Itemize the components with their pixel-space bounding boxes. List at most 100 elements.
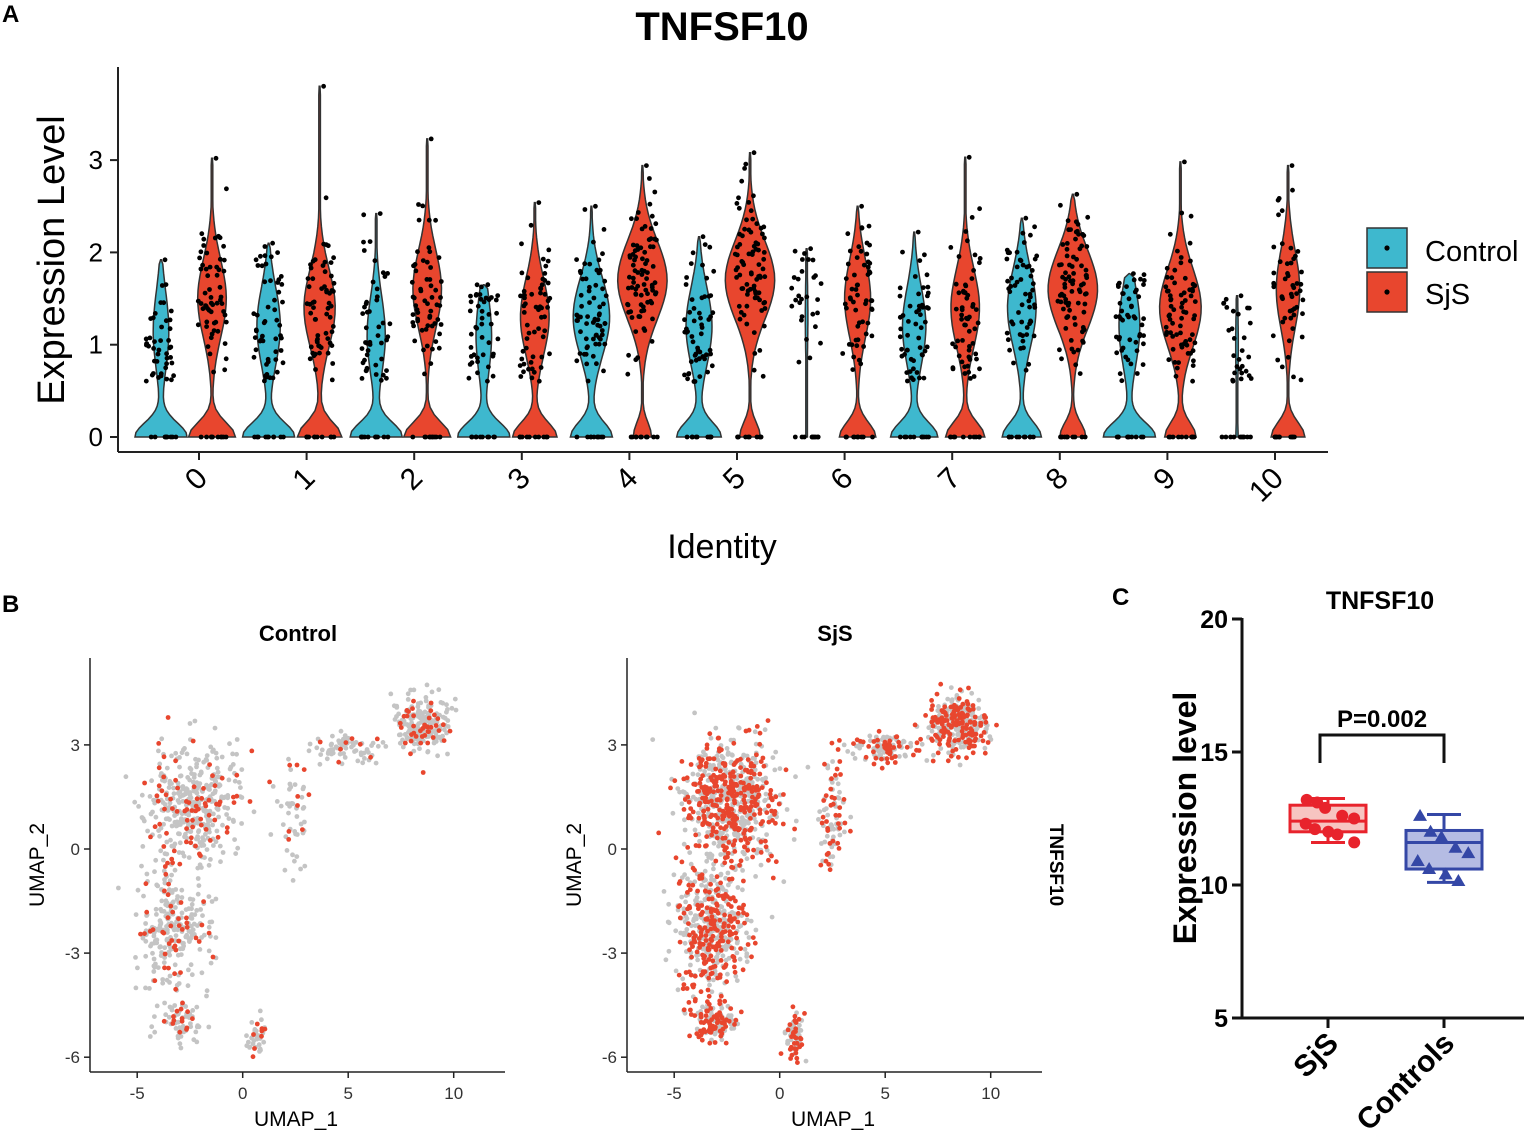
panel-label-a: A <box>2 1 19 28</box>
umap-point-low <box>736 725 741 730</box>
violin-point <box>384 368 389 373</box>
violin-point <box>1178 323 1183 329</box>
umap-point-low <box>339 739 344 745</box>
violin-point <box>625 301 630 307</box>
umap-point-high <box>875 737 880 743</box>
violin-point <box>251 354 257 360</box>
violin-point <box>428 136 434 142</box>
umap-point-high <box>742 920 747 926</box>
umap-point-low <box>318 752 324 757</box>
violin-point <box>1139 322 1145 328</box>
violin-point <box>966 354 972 360</box>
umap-point-high <box>749 789 755 794</box>
violin-point <box>737 316 743 322</box>
umap-point-low <box>720 953 726 959</box>
umap-point-low <box>306 748 312 754</box>
violin-point <box>1163 324 1169 330</box>
umap-point-low <box>195 876 201 881</box>
umap-point-high <box>791 1041 797 1046</box>
violin-point <box>1168 303 1174 309</box>
umap-point-high <box>885 760 891 766</box>
umap-point-low <box>181 853 187 859</box>
violin-point <box>1167 317 1173 322</box>
umap-point-low <box>167 817 172 822</box>
violin-point <box>633 434 639 440</box>
umap-point-high <box>730 865 736 870</box>
umap-point-high <box>823 793 829 798</box>
violin-point <box>1138 276 1143 282</box>
umap-point-high <box>425 724 431 730</box>
violin-point <box>746 200 752 205</box>
violin-point <box>1068 227 1073 233</box>
umap-point-high <box>690 809 696 815</box>
umap-point-low <box>936 704 941 709</box>
violin-point <box>146 343 152 349</box>
umap-point-low <box>187 792 193 798</box>
umap-point-high <box>733 930 739 936</box>
umap-point-low <box>841 742 847 748</box>
umap-point-high <box>731 762 737 767</box>
violin-point <box>540 334 546 340</box>
umap-point-high <box>972 743 977 749</box>
umap-point-low <box>734 950 740 956</box>
umap-point-high <box>960 725 966 730</box>
umap-point-high <box>184 839 189 845</box>
violin-point <box>1239 348 1245 353</box>
umap-point-high <box>980 738 986 744</box>
violin-control-2 <box>349 212 404 438</box>
violin-point <box>416 217 422 223</box>
umap-point-low <box>206 894 212 899</box>
violin-point <box>853 307 859 313</box>
umap-point-low <box>290 852 295 858</box>
umap-point-low <box>195 865 201 871</box>
violin-point <box>207 351 213 357</box>
violin-point <box>591 336 596 342</box>
umap-point-low <box>187 777 193 783</box>
umap-point-high <box>718 993 724 999</box>
violin-point <box>690 339 696 345</box>
violin-point <box>171 373 177 379</box>
umap-point-low <box>196 828 202 834</box>
umap-point-low <box>162 945 168 951</box>
violin-point <box>1079 263 1084 269</box>
umap-point-high <box>757 811 763 816</box>
violin-point <box>1276 212 1281 218</box>
violin-point <box>761 323 767 329</box>
umap-point-high <box>199 922 205 928</box>
umap-point-high <box>793 1026 799 1032</box>
umap-point-low <box>709 873 714 879</box>
umap-point-high <box>206 930 212 936</box>
umap-point-high <box>715 788 721 794</box>
violin-point <box>751 367 757 373</box>
umap-point-low <box>817 809 823 814</box>
violin-point <box>522 295 527 301</box>
umap-point-high <box>822 761 827 767</box>
umap-point-low <box>341 751 346 756</box>
violin-point <box>265 304 271 310</box>
violin-point <box>748 270 754 276</box>
umap-point-high <box>708 926 714 932</box>
umap-point-high <box>757 730 763 736</box>
violin-point <box>474 325 480 331</box>
violin-point <box>539 305 544 311</box>
violin-point <box>761 256 767 262</box>
violin-point <box>372 258 378 264</box>
umap-point-high <box>178 970 183 975</box>
umap-point-low <box>147 1034 153 1039</box>
violin-point <box>966 328 972 334</box>
umap-point-high <box>947 731 953 737</box>
violin-point <box>1082 291 1088 297</box>
violin-point <box>640 256 645 262</box>
umap-point-low <box>931 752 936 758</box>
violin-point <box>485 378 490 384</box>
umap-point-high <box>338 746 343 752</box>
violin-point <box>532 329 537 335</box>
violin-point <box>331 255 336 261</box>
violin-sjs-2 <box>402 138 452 438</box>
violin-point <box>639 434 644 440</box>
umap-point-low <box>758 862 764 868</box>
violin-point <box>742 166 747 171</box>
violin-point <box>1231 336 1237 341</box>
violin-point <box>359 346 365 351</box>
violin-point <box>1223 296 1229 302</box>
